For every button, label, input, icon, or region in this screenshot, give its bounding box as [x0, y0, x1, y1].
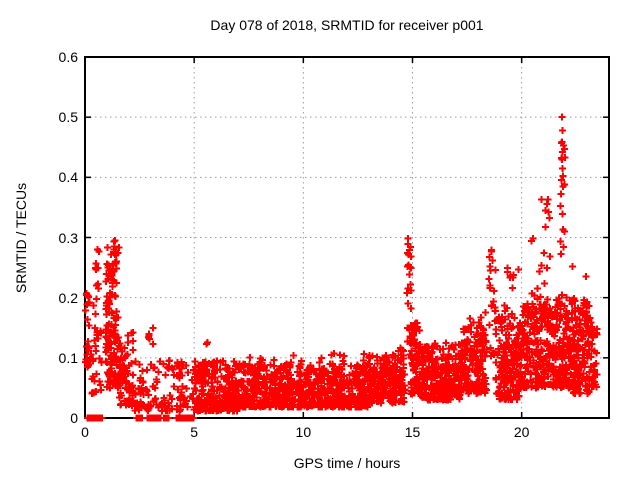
scatter-points — [82, 113, 601, 422]
y-tick-label: 0.4 — [58, 169, 78, 186]
x-tick-label: 15 — [404, 424, 421, 440]
x-tick-label: 5 — [190, 424, 199, 440]
x-tick-label: 20 — [513, 424, 530, 440]
y-tick-label: 0.6 — [58, 49, 78, 65]
y-tick-label: 0.5 — [58, 109, 78, 126]
y-tick-label: 0 — [70, 410, 78, 426]
x-tick-label: 10 — [295, 424, 312, 440]
x-tick-label: 0 — [81, 424, 89, 440]
x-axis-label: GPS time / hours — [293, 455, 401, 471]
y-tick-label: 0.3 — [58, 229, 78, 246]
chart-title: Day 078 of 2018, SRMTID for receiver p00… — [210, 17, 484, 33]
y-tick-label: 0.1 — [58, 349, 78, 366]
y-tick-label: 0.2 — [58, 289, 78, 306]
